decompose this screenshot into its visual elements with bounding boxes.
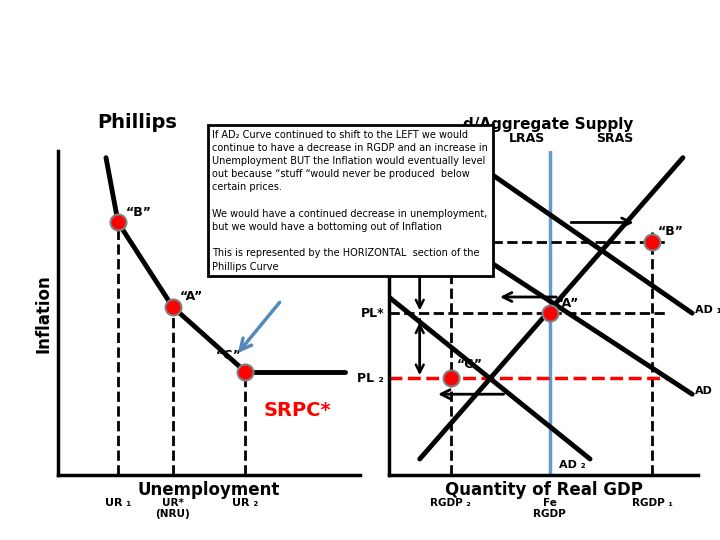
Text: Phillips: Phillips (97, 113, 176, 132)
Text: UR ₂: UR ₂ (232, 498, 258, 508)
Y-axis label: Inflation: Inflation (34, 274, 52, 353)
Text: Fe
RGDP: Fe RGDP (534, 498, 566, 519)
Text: AD ₁: AD ₁ (696, 305, 720, 315)
Text: PL ₁: PL ₁ (357, 235, 384, 248)
Text: RGDP ₂: RGDP ₂ (431, 498, 471, 508)
Text: “C”: “C” (457, 358, 483, 372)
Text: “B”: “B” (658, 225, 684, 239)
Text: If AD₂ Curve continued to shift to the LEFT we would
continue to have a decrease: If AD₂ Curve continued to shift to the L… (212, 130, 488, 272)
Text: UR ₁: UR ₁ (105, 498, 131, 508)
Text: AD ₂: AD ₂ (559, 461, 585, 470)
Text: “C”: “C” (216, 349, 242, 362)
X-axis label: Quantity of Real GDP: Quantity of Real GDP (445, 481, 642, 499)
Text: SRAS: SRAS (596, 132, 634, 145)
Text: “A”: “A” (180, 291, 203, 303)
Text: AD: AD (696, 386, 714, 396)
X-axis label: Unemployment: Unemployment (138, 481, 280, 499)
Text: d/Aggregate Supply: d/Aggregate Supply (463, 117, 634, 132)
Text: PL*: PL* (361, 307, 384, 320)
Text: “B”: “B” (125, 206, 151, 219)
Text: RGDP ₁: RGDP ₁ (631, 498, 672, 508)
Text: PL ₂: PL ₂ (357, 372, 384, 384)
Text: SRPC*: SRPC* (264, 401, 331, 420)
Text: LRAS: LRAS (509, 132, 545, 145)
Text: “A”: “A” (556, 296, 579, 310)
Text: UR*
(NRU): UR* (NRU) (155, 498, 190, 519)
